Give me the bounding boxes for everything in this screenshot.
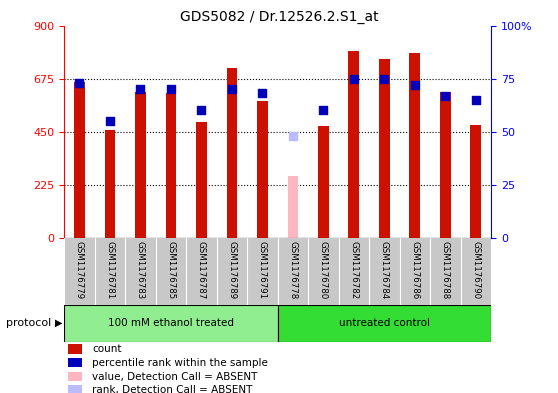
- Text: GSM1176791: GSM1176791: [258, 241, 267, 299]
- Bar: [287, 176, 298, 238]
- Bar: [69, 385, 82, 393]
- Bar: [379, 59, 389, 238]
- Bar: [470, 125, 481, 238]
- Bar: [410, 53, 420, 238]
- Bar: [69, 344, 82, 354]
- Point: [197, 107, 206, 114]
- Text: GSM1176784: GSM1176784: [380, 241, 389, 299]
- Bar: [440, 92, 451, 238]
- Text: untreated control: untreated control: [339, 318, 430, 328]
- Text: GSM1176788: GSM1176788: [441, 241, 450, 299]
- Text: value, Detection Call = ABSENT: value, Detection Call = ABSENT: [92, 372, 257, 382]
- Point: [105, 118, 114, 124]
- Bar: [74, 82, 85, 238]
- Bar: [104, 130, 116, 238]
- Bar: [69, 372, 82, 381]
- Point: [349, 75, 358, 82]
- Text: rank, Detection Call = ABSENT: rank, Detection Call = ABSENT: [92, 385, 252, 393]
- Bar: [318, 126, 329, 238]
- Point: [380, 75, 389, 82]
- Bar: [196, 122, 206, 238]
- Text: ▶: ▶: [55, 318, 62, 328]
- Text: percentile rank within the sample: percentile rank within the sample: [92, 358, 268, 368]
- Text: GSM1176785: GSM1176785: [166, 241, 175, 299]
- Point: [472, 97, 480, 103]
- Text: GSM1176789: GSM1176789: [227, 241, 237, 299]
- Bar: [64, 305, 277, 342]
- Text: count: count: [92, 344, 122, 354]
- Bar: [166, 93, 176, 238]
- Text: GSM1176779: GSM1176779: [75, 241, 84, 299]
- Text: GSM1176780: GSM1176780: [319, 241, 328, 299]
- Text: GSM1176786: GSM1176786: [410, 241, 419, 299]
- Bar: [277, 305, 491, 342]
- Point: [441, 92, 450, 99]
- Point: [228, 86, 237, 92]
- Point: [319, 107, 328, 114]
- Bar: [349, 51, 359, 238]
- Text: GDS5082 / Dr.12526.2.S1_at: GDS5082 / Dr.12526.2.S1_at: [180, 10, 378, 24]
- Bar: [257, 101, 268, 238]
- Point: [166, 86, 175, 92]
- Text: GSM1176781: GSM1176781: [105, 241, 114, 299]
- Text: GSM1176787: GSM1176787: [197, 241, 206, 299]
- Bar: [135, 92, 146, 238]
- Text: GSM1176782: GSM1176782: [349, 241, 358, 299]
- Bar: [227, 68, 237, 238]
- Point: [258, 90, 267, 97]
- Point: [288, 133, 297, 139]
- Text: GSM1176790: GSM1176790: [472, 241, 480, 299]
- Point: [75, 80, 84, 86]
- Text: GSM1176783: GSM1176783: [136, 241, 145, 299]
- Text: 100 mM ethanol treated: 100 mM ethanol treated: [108, 318, 234, 328]
- Point: [136, 86, 145, 92]
- Text: GSM1176778: GSM1176778: [288, 241, 297, 299]
- Bar: [69, 358, 82, 367]
- Text: protocol: protocol: [6, 318, 51, 328]
- Point: [410, 82, 419, 88]
